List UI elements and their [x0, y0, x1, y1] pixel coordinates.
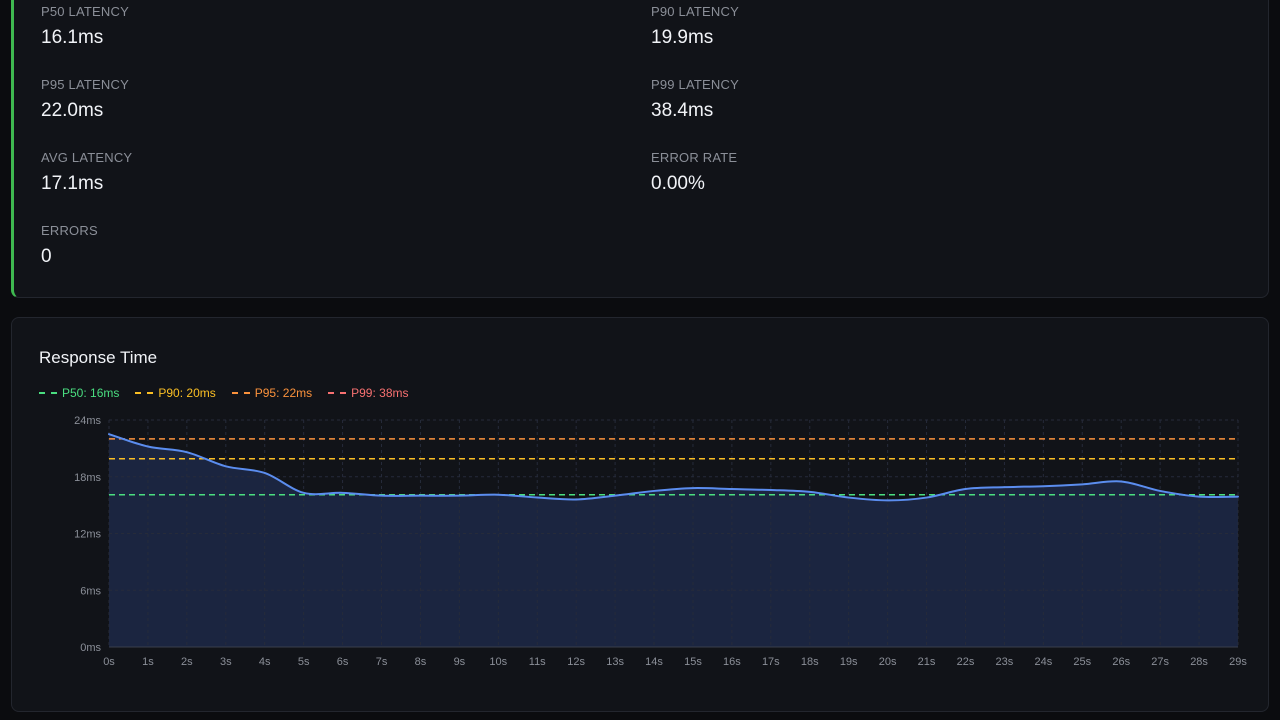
- x-tick-label: 7s: [376, 656, 388, 668]
- x-tick-label: 13s: [606, 656, 624, 668]
- stat-p50: P50 LATENCY 16.1ms: [41, 4, 129, 49]
- response-time-chart: 0ms 6ms 12ms 18ms 24ms 0s 1s 2s 3s 4s 5s 6s 7s 8s 9s 10…: [74, 415, 1247, 668]
- response-time-card: Response Time P50: 16ms P90: 20ms P95: 22m…: [11, 317, 1269, 712]
- y-tick-label: 6ms: [80, 585, 101, 597]
- legend-swatch: [135, 392, 154, 394]
- legend-label: P90: 20ms: [158, 386, 216, 400]
- latency-stats-card: P50 LATENCY 16.1ms P90 LATENCY 19.9ms P9…: [11, 0, 1269, 298]
- x-tick-label: 9s: [454, 656, 466, 668]
- legend-label: P50: 16ms: [62, 386, 120, 400]
- legend-item-3[interactable]: P99: 38ms: [328, 386, 409, 400]
- legend-label: P95: 22ms: [254, 386, 313, 400]
- legend-item-2[interactable]: P95: 22ms: [231, 386, 313, 400]
- stat-label: P90 LATENCY: [651, 4, 739, 19]
- legend-item-1[interactable]: P90: 20ms: [135, 386, 216, 400]
- x-tick-label: 23s: [996, 656, 1014, 668]
- stat-p90: P90 LATENCY 19.9ms: [651, 4, 739, 49]
- stat-value: 38.4ms: [651, 100, 714, 121]
- legend-label: P99: 38ms: [351, 386, 409, 400]
- stat-value: 0: [41, 246, 52, 267]
- x-tick-label: 15s: [684, 656, 702, 668]
- legend-swatch: [231, 392, 250, 394]
- x-tick-label: 16s: [723, 656, 741, 668]
- stat-value: 16.1ms: [41, 27, 104, 48]
- x-tick-label: 8s: [415, 656, 427, 668]
- legend-item-0[interactable]: P50: 16ms: [39, 386, 119, 400]
- stat-label: P95 LATENCY: [41, 77, 129, 92]
- x-tick-label: 29s: [1229, 656, 1247, 668]
- x-tick-label: 1s: [142, 656, 154, 668]
- stat-avg: AVG LATENCY 17.1ms: [41, 150, 132, 195]
- x-tick-label: 11s: [529, 656, 546, 668]
- stat-label: AVG LATENCY: [41, 150, 133, 165]
- stat-label: ERROR RATE: [651, 150, 738, 165]
- legend-swatch: [328, 392, 347, 394]
- x-tick-label: 5s: [298, 656, 310, 668]
- stat-error-rate: ERROR RATE 0.00%: [651, 150, 737, 195]
- x-tick-label: 25s: [1073, 656, 1091, 668]
- stat-value: 22.0ms: [41, 100, 104, 121]
- chart-legend: P50: 16ms P90: 20ms P95: 22ms P99: 38ms: [39, 386, 409, 400]
- stat-label: P50 LATENCY: [41, 4, 129, 19]
- y-tick-label: 0ms: [80, 642, 101, 654]
- x-tick-label: 6s: [337, 656, 349, 668]
- x-tick-label: 12s: [567, 656, 585, 668]
- stat-label: ERRORS: [41, 223, 98, 238]
- x-tick-label: 26s: [1112, 656, 1130, 668]
- chart-title: Response Time: [39, 348, 158, 367]
- stat-value: 19.9ms: [651, 27, 714, 48]
- stat-label: P99 LATENCY: [651, 77, 739, 92]
- stat-p99: P99 LATENCY 38.4ms: [651, 77, 739, 122]
- x-tick-label: 2s: [181, 656, 193, 668]
- x-tick-label: 14s: [645, 656, 663, 668]
- x-tick-label: 28s: [1190, 656, 1208, 668]
- stat-errors: ERRORS 0: [41, 223, 98, 268]
- x-tick-label: 17s: [762, 656, 780, 668]
- x-tick-label: 21s: [918, 656, 936, 668]
- stat-value: 17.1ms: [41, 173, 104, 194]
- x-tick-label: 22s: [957, 656, 975, 668]
- x-tick-label: 24s: [1034, 656, 1052, 668]
- x-tick-label: 19s: [840, 656, 858, 668]
- series-line: [108, 433, 1239, 502]
- x-tick-label: 20s: [879, 656, 897, 668]
- legend-swatch: [39, 392, 57, 394]
- y-tick-label: 18ms: [74, 472, 101, 484]
- series-area: [109, 434, 1238, 647]
- stat-value: 0.00%: [651, 173, 705, 194]
- y-tick-label: 24ms: [74, 415, 101, 427]
- x-tick-label: 3s: [220, 656, 232, 668]
- x-tick-label: 10s: [489, 656, 507, 668]
- stat-p95: P95 LATENCY 22.0ms: [41, 77, 129, 122]
- y-tick-label: 12ms: [74, 529, 101, 541]
- x-tick-label: 4s: [259, 656, 271, 668]
- x-tick-label: 0s: [103, 656, 115, 668]
- x-tick-label: 18s: [801, 656, 819, 668]
- x-tick-label: 27s: [1151, 656, 1169, 668]
